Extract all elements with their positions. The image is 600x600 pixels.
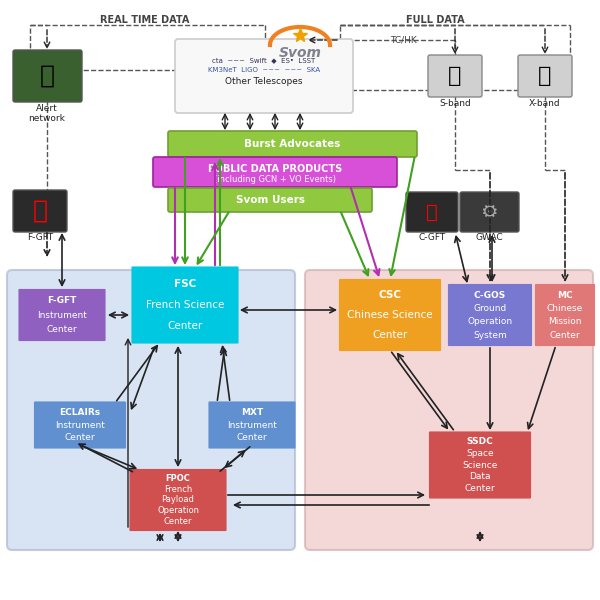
Text: MC: MC bbox=[557, 290, 573, 299]
Text: Other Telescopes: Other Telescopes bbox=[225, 77, 303, 86]
FancyBboxPatch shape bbox=[428, 55, 482, 97]
Text: REAL TIME DATA: REAL TIME DATA bbox=[100, 15, 190, 25]
Text: Operation: Operation bbox=[157, 506, 199, 515]
Text: Center: Center bbox=[167, 322, 203, 331]
Text: ⚙: ⚙ bbox=[480, 202, 498, 221]
FancyBboxPatch shape bbox=[153, 157, 397, 187]
Text: cta  ~~~  Swift  ◆  ES•  LSST: cta ~~~ Swift ◆ ES• LSST bbox=[212, 57, 316, 63]
Text: Data: Data bbox=[469, 472, 491, 481]
Text: Svom Users: Svom Users bbox=[235, 195, 305, 205]
Text: Instrument: Instrument bbox=[55, 421, 105, 430]
FancyBboxPatch shape bbox=[130, 470, 226, 530]
Text: System: System bbox=[473, 331, 507, 340]
Text: Science: Science bbox=[463, 461, 497, 469]
FancyBboxPatch shape bbox=[536, 285, 594, 345]
FancyBboxPatch shape bbox=[168, 188, 372, 212]
Text: Instrument: Instrument bbox=[37, 311, 87, 319]
FancyBboxPatch shape bbox=[209, 403, 295, 448]
Text: Center: Center bbox=[164, 517, 192, 526]
Text: FSC: FSC bbox=[174, 278, 196, 289]
FancyBboxPatch shape bbox=[19, 290, 104, 340]
Text: Center: Center bbox=[65, 433, 95, 442]
Text: S-band: S-band bbox=[439, 99, 471, 108]
Text: SSDC: SSDC bbox=[467, 437, 493, 446]
Text: French Science: French Science bbox=[146, 300, 224, 310]
Text: C-GOS: C-GOS bbox=[474, 290, 506, 299]
FancyBboxPatch shape bbox=[7, 270, 295, 550]
Text: Operation: Operation bbox=[467, 317, 512, 326]
Text: 🌿: 🌿 bbox=[40, 64, 55, 88]
Text: Center: Center bbox=[47, 325, 77, 334]
Text: Svom: Svom bbox=[278, 46, 322, 60]
FancyBboxPatch shape bbox=[13, 190, 67, 232]
Text: Center: Center bbox=[550, 331, 580, 340]
Text: Space: Space bbox=[466, 449, 494, 458]
Text: TC/HK: TC/HK bbox=[390, 35, 417, 44]
FancyBboxPatch shape bbox=[35, 403, 125, 448]
FancyBboxPatch shape bbox=[175, 39, 353, 113]
Text: GWAC: GWAC bbox=[475, 233, 503, 242]
FancyBboxPatch shape bbox=[406, 192, 458, 232]
FancyBboxPatch shape bbox=[305, 270, 593, 550]
FancyBboxPatch shape bbox=[13, 50, 82, 102]
Text: FPOC: FPOC bbox=[166, 473, 190, 482]
Text: F-GFT: F-GFT bbox=[47, 296, 77, 305]
FancyBboxPatch shape bbox=[168, 131, 417, 157]
Text: Mission: Mission bbox=[548, 317, 582, 326]
Text: Center: Center bbox=[464, 484, 496, 493]
Text: Center: Center bbox=[373, 330, 407, 340]
Text: FULL DATA: FULL DATA bbox=[406, 15, 464, 25]
Text: Center: Center bbox=[236, 433, 268, 442]
Text: Chinese: Chinese bbox=[547, 304, 583, 313]
FancyBboxPatch shape bbox=[430, 433, 530, 497]
Text: French: French bbox=[164, 485, 192, 494]
FancyBboxPatch shape bbox=[340, 280, 440, 350]
FancyBboxPatch shape bbox=[518, 55, 572, 97]
FancyBboxPatch shape bbox=[449, 285, 531, 345]
FancyBboxPatch shape bbox=[460, 192, 519, 232]
Text: Instrument: Instrument bbox=[227, 421, 277, 430]
Text: C-GFT: C-GFT bbox=[418, 233, 446, 242]
Text: 🔭: 🔭 bbox=[426, 202, 438, 221]
Text: ECLAIRs: ECLAIRs bbox=[59, 407, 101, 416]
Text: Alert
network: Alert network bbox=[29, 104, 65, 124]
Text: Ground: Ground bbox=[473, 304, 506, 313]
Text: CSC: CSC bbox=[379, 290, 401, 300]
FancyBboxPatch shape bbox=[133, 268, 238, 343]
Text: PUBLIC DATA PRODUCTS: PUBLIC DATA PRODUCTS bbox=[208, 164, 342, 174]
Text: (including GCN + VO Events): (including GCN + VO Events) bbox=[214, 175, 336, 185]
Text: Payload: Payload bbox=[161, 496, 194, 505]
Text: 📡: 📡 bbox=[448, 66, 461, 86]
Text: 🔭: 🔭 bbox=[32, 199, 47, 223]
Text: MXT: MXT bbox=[241, 407, 263, 416]
Text: KM3NeT  LIGO  ~~~  ~~~  SKA: KM3NeT LIGO ~~~ ~~~ SKA bbox=[208, 67, 320, 73]
Text: Chinese Science: Chinese Science bbox=[347, 310, 433, 320]
Text: Burst Advocates: Burst Advocates bbox=[244, 139, 340, 149]
Text: F-GFT: F-GFT bbox=[27, 233, 53, 242]
Text: X-band: X-band bbox=[529, 99, 561, 108]
Text: 📡: 📡 bbox=[538, 66, 551, 86]
